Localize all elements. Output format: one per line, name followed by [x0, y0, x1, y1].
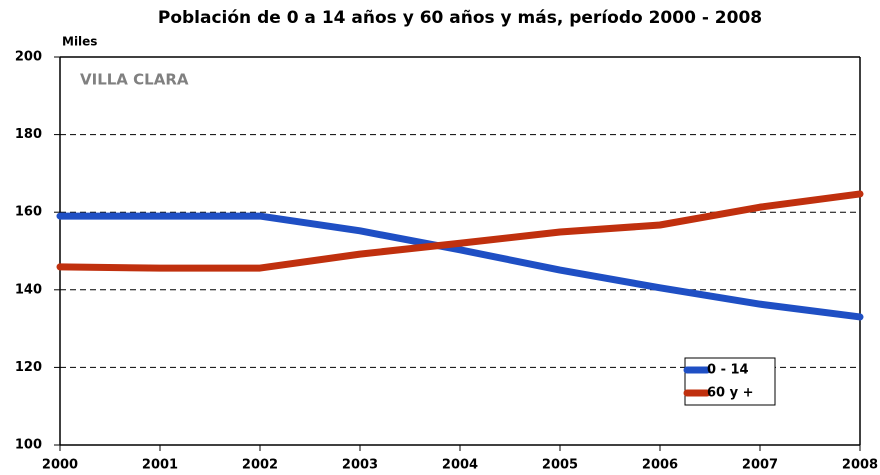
legend-box — [684, 357, 776, 406]
x-tick-label: 2006 — [642, 458, 678, 473]
series-line — [56, 190, 864, 272]
y-tick-label: 100 — [15, 438, 42, 453]
legend-label: 0 - 14 — [707, 363, 749, 378]
chart-title: Población de 0 a 14 años y 60 años y más… — [158, 8, 762, 28]
y-axis-label: Miles — [62, 35, 97, 49]
y-tick-label: 140 — [15, 282, 42, 297]
x-tick-label: 2008 — [842, 458, 878, 473]
x-tick-label: 2004 — [442, 458, 478, 473]
y-tick-label: 160 — [15, 205, 42, 220]
x-tick-label: 2002 — [242, 458, 278, 473]
x-tick-label: 2001 — [142, 458, 178, 473]
x-tick-label: 2005 — [542, 458, 578, 473]
x-tick-label: 2003 — [342, 458, 378, 473]
y-tick-label: 180 — [15, 127, 42, 142]
series-line — [56, 212, 864, 321]
x-tick-label: 2000 — [42, 458, 78, 473]
y-tick-label: 200 — [15, 50, 42, 65]
y-tick-label: 120 — [15, 360, 42, 375]
x-tick-label: 2007 — [742, 458, 778, 473]
legend-label: 60 y + — [707, 386, 754, 401]
annotation: VILLA CLARA — [80, 71, 189, 89]
